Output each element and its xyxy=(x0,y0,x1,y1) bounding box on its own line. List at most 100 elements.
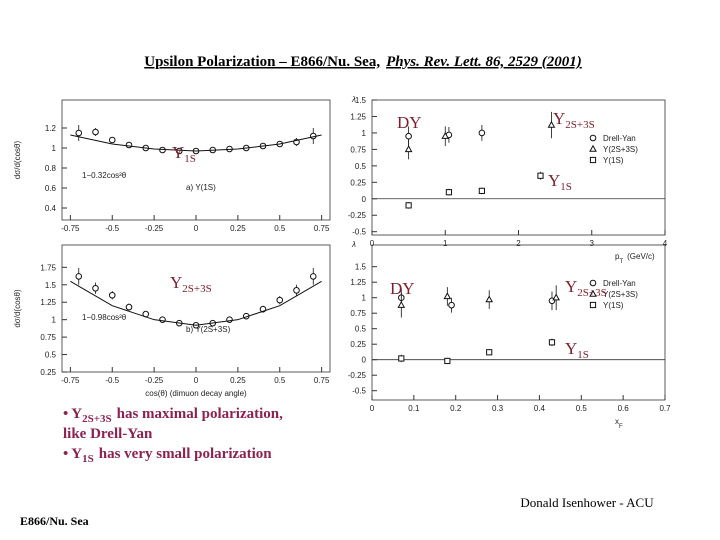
x-tick-label: -0.25 xyxy=(145,224,164,233)
marker xyxy=(92,284,99,292)
y-tick-label: 1.25 xyxy=(350,278,366,287)
x-tick-label: 0.25 xyxy=(230,224,246,233)
y-tick-label: 0.4 xyxy=(45,204,57,213)
marker xyxy=(444,357,451,365)
text-part: 2S+3S xyxy=(182,283,211,295)
y-tick-label: 0.5 xyxy=(355,325,367,334)
marker xyxy=(108,136,116,144)
text-part: 2S+3S xyxy=(82,413,112,425)
marker xyxy=(441,131,450,139)
marker xyxy=(75,129,83,137)
y-tick-label: 1 xyxy=(362,129,367,138)
bullet: • Υ1S has very small polarization xyxy=(63,446,272,465)
y-tick-label: 1.25 xyxy=(350,112,366,121)
marker xyxy=(589,156,597,164)
x-axis-label: xF xyxy=(615,417,623,430)
x-tick-label: 2 xyxy=(516,239,521,248)
title: Upsilon Polarization – E866/Nu. Sea, xyxy=(144,54,380,70)
text-part: Υ xyxy=(71,406,82,422)
legend-label: Υ(1S) xyxy=(603,156,624,165)
x-tick-label: 0.1 xyxy=(408,404,420,413)
marker xyxy=(448,301,455,309)
marker xyxy=(478,187,485,194)
bullet: like Drell-Yan xyxy=(63,426,153,442)
y-tick-label: -0.5 xyxy=(352,228,366,237)
text-part: 1S xyxy=(184,153,196,165)
text-part: 2S+3S xyxy=(577,287,606,299)
y-tick-label: 1 xyxy=(52,144,57,153)
y-tick-label: 1.5 xyxy=(355,263,367,272)
marker xyxy=(548,339,556,346)
text-part: F xyxy=(619,424,623,430)
marker xyxy=(478,129,486,137)
x-tick-label: 4 xyxy=(663,239,668,248)
text-part: (GeV/c) xyxy=(627,252,655,261)
legend-label: Drell-Yan xyxy=(603,134,636,143)
y-tick-label: 1 xyxy=(52,316,57,325)
marker xyxy=(404,145,413,153)
y-axis-label: dσ/d(cosθ) xyxy=(13,141,22,180)
y-tick-label: 1.25 xyxy=(40,298,56,307)
y-tick-label: -0.5 xyxy=(352,387,366,396)
text-part: has very small polarization xyxy=(99,446,273,462)
fit-curve xyxy=(70,134,322,152)
x-tick-label: 0.3 xyxy=(492,404,504,413)
legend-label: Υ(2S+3S) xyxy=(603,145,638,154)
x-tick-label: -0.5 xyxy=(105,224,119,233)
legend-label: Υ(1S) xyxy=(603,301,624,310)
plot-frame xyxy=(61,99,331,221)
marker xyxy=(589,144,597,152)
overlay-label: Υ1S xyxy=(172,143,196,165)
text-part: x xyxy=(615,417,619,426)
y-tick-label: 0 xyxy=(362,356,367,365)
y-tick-label: 1.75 xyxy=(40,263,56,272)
text-part: 1S xyxy=(82,453,94,465)
x-tick-label: 0.75 xyxy=(314,224,330,233)
marker xyxy=(589,134,597,142)
y-axis-label: dσ/d(cosθ) xyxy=(13,289,22,328)
marker xyxy=(398,355,405,362)
y-tick-label: 0.75 xyxy=(350,145,366,154)
y-tick-label: 0.75 xyxy=(350,309,366,318)
x-tick-label: 0.75 xyxy=(314,376,330,385)
x-tick-label: 0.4 xyxy=(534,404,546,413)
x-tick-label: 0.6 xyxy=(618,404,630,413)
plot-frame xyxy=(371,244,666,401)
y-tick-label: 1.5 xyxy=(45,281,57,290)
marker xyxy=(125,141,133,149)
text-part: cos(θ) (dimuon decay angle) xyxy=(145,389,247,398)
annotation: a) Υ(1S) xyxy=(186,183,216,192)
annotation: 1−0.32cos²θ xyxy=(82,171,127,180)
x-tick-label: -0.75 xyxy=(61,376,80,385)
text-part: Υ xyxy=(71,446,82,462)
overlay-label: Υ1S xyxy=(548,171,572,193)
overlay-label: DY xyxy=(390,279,415,298)
marker xyxy=(397,300,406,308)
bullet: • Υ2S+3S has maximal polarization, xyxy=(63,406,283,425)
text-part: like Drell-Yan xyxy=(63,426,153,442)
text-part: has maximal polarization, xyxy=(117,406,284,422)
author: Donald Isenhower - ACU xyxy=(520,495,654,510)
text-part: • xyxy=(63,406,68,422)
y-tick-label: -0.25 xyxy=(348,211,367,220)
annotation: b) Υ(2S+3S) xyxy=(186,325,231,334)
text-part: Υ xyxy=(565,277,577,296)
marker xyxy=(589,279,597,287)
y-tick-label: 0.25 xyxy=(40,368,56,377)
y-tick-label: 0.25 xyxy=(350,340,366,349)
group: E866/Nu. Sea xyxy=(20,514,89,528)
marker xyxy=(589,289,597,297)
x-tick-label: -0.5 xyxy=(105,376,119,385)
x-tick-label: 0 xyxy=(194,224,199,233)
marker xyxy=(405,132,412,140)
x-tick-label: 1 xyxy=(443,239,448,248)
marker xyxy=(125,303,133,311)
y-tick-label: 0.75 xyxy=(40,333,56,342)
x-tick-label: 0.5 xyxy=(274,224,286,233)
marker xyxy=(75,273,83,280)
x-tick-label: 0 xyxy=(194,376,199,385)
text-part: 2S+3S xyxy=(565,119,594,131)
marker xyxy=(293,287,300,294)
y-axis-label: λ xyxy=(351,95,356,104)
